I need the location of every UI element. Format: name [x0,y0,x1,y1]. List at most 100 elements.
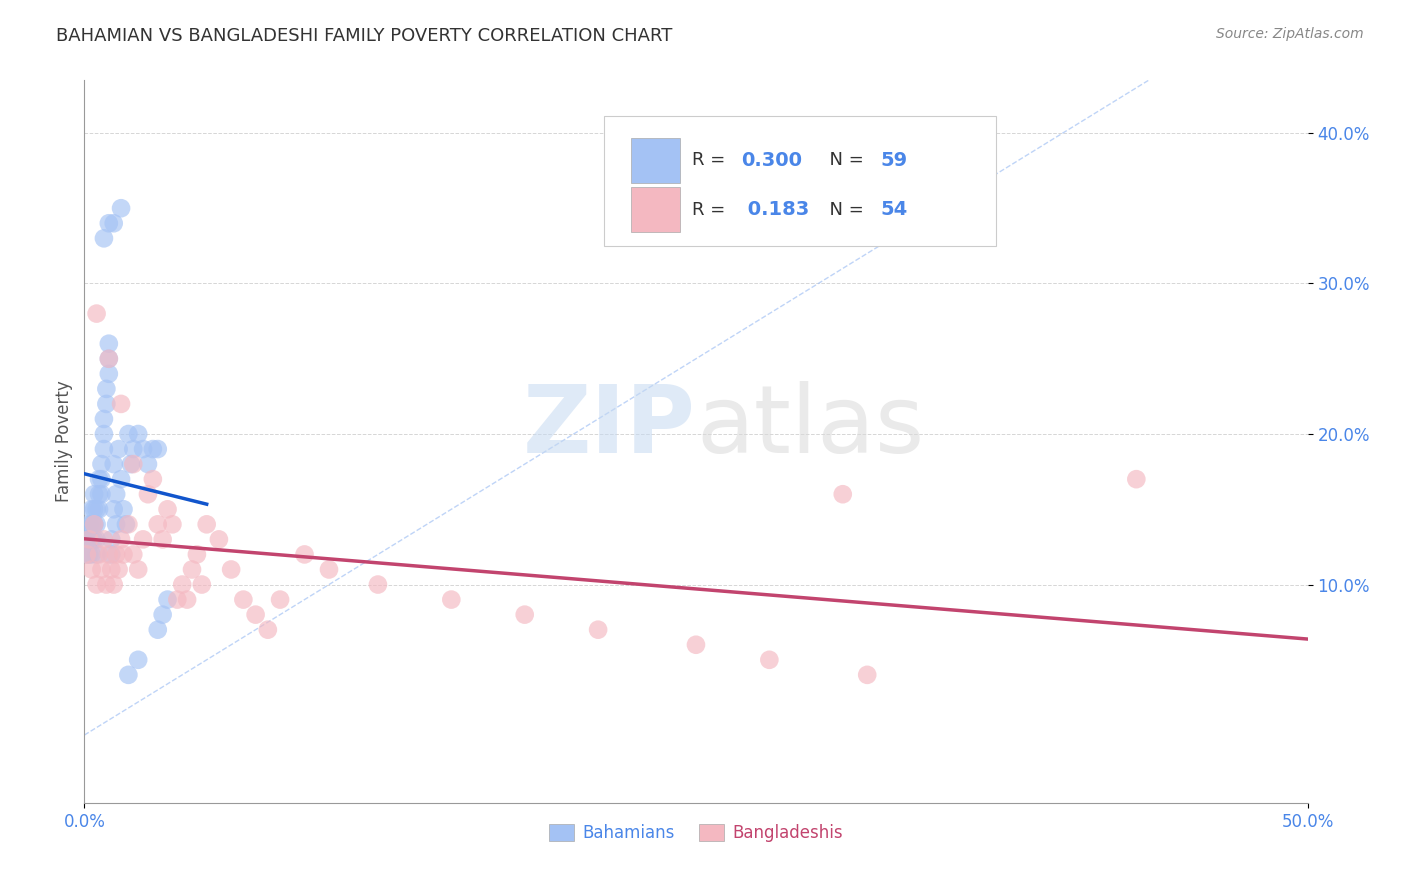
Point [77,533,100,547]
Point [83,517,105,532]
Point [146,442,169,456]
Text: ZIP: ZIP [523,381,696,473]
Point [96,397,118,411]
Point [105,487,128,501]
Point [90,472,112,486]
Text: 0.183: 0.183 [741,200,810,219]
Point [93,427,115,442]
Point [856,668,879,682]
Point [86,517,108,532]
Point [176,592,198,607]
Point [367,577,389,591]
Point [93,442,115,456]
Point [513,607,536,622]
Point [103,577,125,591]
Point [97,216,120,230]
Point [93,412,115,426]
Point [112,548,135,562]
Point [191,577,214,591]
Point [142,442,165,456]
Point [87,548,110,562]
Point [87,502,110,516]
Point [208,533,231,547]
Point [156,502,179,516]
Point [86,533,108,547]
Point [232,592,254,607]
Point [122,457,145,471]
Point [117,668,139,682]
Point [132,533,155,547]
Point [136,487,159,501]
Point [86,577,108,591]
Point [107,442,129,456]
FancyBboxPatch shape [605,117,995,246]
Point [166,592,188,607]
Point [122,548,145,562]
Point [586,623,609,637]
Point [105,548,128,562]
Text: R =: R = [692,201,731,219]
Point [146,517,169,532]
FancyBboxPatch shape [631,138,681,183]
Point [1125,472,1147,486]
Y-axis label: Family Poverty: Family Poverty [55,381,73,502]
Point [93,231,115,245]
Point [97,351,120,366]
Point [162,517,184,532]
Point [80,502,103,516]
Point [758,653,780,667]
Point [77,548,100,562]
Point [245,607,267,622]
Text: R =: R = [692,152,731,169]
Point [318,562,340,576]
Point [294,548,316,562]
Point [181,562,204,576]
Point [80,517,103,532]
Point [156,592,179,607]
Point [172,577,194,591]
Point [107,562,129,576]
Point [97,548,120,562]
Point [257,623,280,637]
Point [90,562,112,576]
Point [96,577,118,591]
Point [110,201,132,215]
Point [93,533,115,547]
Point [122,442,145,456]
Point [127,427,149,442]
Text: 0.300: 0.300 [741,151,803,170]
Point [117,517,139,532]
Point [100,562,122,576]
Point [142,472,165,486]
Text: atlas: atlas [696,381,924,473]
Point [90,487,112,501]
Point [97,367,120,381]
Point [86,307,108,321]
Point [110,397,132,411]
Point [685,638,707,652]
Point [86,502,108,516]
Point [97,351,120,366]
Point [105,517,128,532]
Point [110,533,132,547]
Point [146,623,169,637]
Point [269,592,291,607]
Point [80,562,103,576]
Text: N =: N = [818,201,870,219]
Point [103,502,125,516]
FancyBboxPatch shape [631,187,681,232]
Point [83,502,105,516]
Point [132,442,155,456]
Point [440,592,463,607]
Text: N =: N = [818,152,870,169]
Text: Source: ZipAtlas.com: Source: ZipAtlas.com [1216,27,1364,41]
Point [110,472,132,486]
Point [77,517,100,532]
Point [117,427,139,442]
Point [152,607,174,622]
Text: 54: 54 [880,200,908,219]
Point [103,457,125,471]
Point [83,517,105,532]
Point [90,457,112,471]
Point [127,653,149,667]
